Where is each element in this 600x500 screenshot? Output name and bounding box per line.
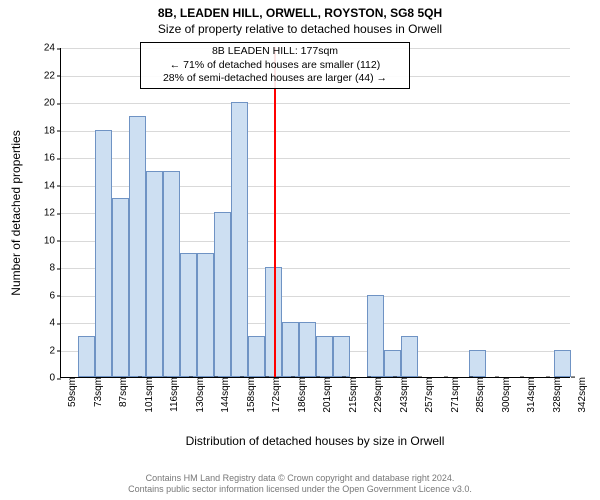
histogram-bar [146,171,163,377]
histogram-bar [333,336,350,377]
y-tick: 20 [44,98,61,109]
histogram-bar [367,295,384,378]
histogram-bar [163,171,180,377]
grid-line [61,103,570,104]
x-tick: 328sqm [546,377,563,413]
x-tick: 257sqm [418,377,435,413]
x-tick: 144sqm [214,377,231,413]
y-tick: 2 [49,345,61,356]
chart-title: 8B, LEADEN HILL, ORWELL, ROYSTON, SG8 5Q… [0,0,600,20]
histogram-bar [112,198,129,377]
x-tick: 215sqm [342,377,359,413]
y-tick: 4 [49,318,61,329]
footer: Contains HM Land Registry data © Crown c… [0,473,600,496]
x-tick: 271sqm [444,377,461,413]
x-tick: 101sqm [138,377,155,413]
x-tick: 314sqm [520,377,537,413]
y-tick: 0 [49,373,61,384]
x-tick: 116sqm [163,377,180,412]
y-tick: 8 [49,263,61,274]
footer-line2: Contains public sector information licen… [0,484,600,496]
histogram-bar [95,130,112,378]
x-tick: 201sqm [316,377,333,413]
x-tick: 172sqm [265,377,282,413]
x-axis-label: Distribution of detached houses by size … [60,434,570,448]
marker-line [274,47,276,377]
x-tick: 158sqm [240,377,257,413]
x-tick: 130sqm [189,377,206,413]
x-tick: 342sqm [571,377,588,413]
x-tick: 243sqm [393,377,410,413]
histogram-bar [299,322,316,377]
x-tick: 285sqm [469,377,486,413]
histogram-bar [316,336,333,377]
x-tick: 87sqm [112,377,129,407]
histogram-bar [384,350,401,378]
annotation-box: 8B LEADEN HILL: 177sqm ← 71% of detached… [140,42,410,89]
y-tick: 24 [44,43,61,54]
chart-subtitle: Size of property relative to detached ho… [0,20,600,36]
y-tick: 10 [44,235,61,246]
histogram-bar [214,212,231,377]
y-tick: 14 [44,180,61,191]
y-tick: 6 [49,290,61,301]
histogram-bar [282,322,299,377]
y-axis-label: Number of detached properties [9,130,23,295]
y-tick: 12 [44,208,61,219]
plot-area: 02468101214161820222459sqm73sqm87sqm101s… [60,48,570,378]
histogram-bar [554,350,571,378]
histogram-bar [78,336,95,377]
annotation-line1: 8B LEADEN HILL: 177sqm [147,45,403,59]
histogram-bar [401,336,418,377]
plot-wrap: 02468101214161820222459sqm73sqm87sqm101s… [60,48,570,378]
annotation-line3: 28% of semi-detached houses are larger (… [147,72,403,86]
histogram-bar [129,116,146,377]
y-tick: 18 [44,125,61,136]
x-tick: 59sqm [61,377,78,407]
x-tick: 73sqm [87,377,104,407]
histogram-bar [469,350,486,378]
footer-line1: Contains HM Land Registry data © Crown c… [0,473,600,485]
histogram-bar [197,253,214,377]
x-tick: 186sqm [291,377,308,413]
histogram-bar [248,336,265,377]
x-tick: 229sqm [367,377,384,413]
annotation-line2: ← 71% of detached houses are smaller (11… [147,59,403,73]
x-tick: 300sqm [495,377,512,413]
histogram-bar [180,253,197,377]
histogram-bar [231,102,248,377]
y-tick: 22 [44,70,61,81]
y-tick: 16 [44,153,61,164]
chart-container: 8B, LEADEN HILL, ORWELL, ROYSTON, SG8 5Q… [0,0,600,500]
